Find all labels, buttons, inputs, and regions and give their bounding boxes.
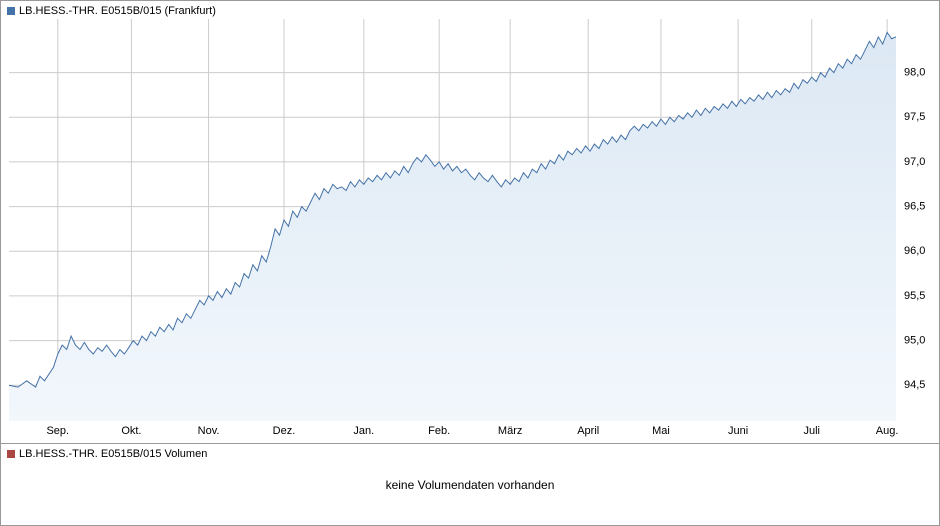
svg-text:96,5: 96,5 xyxy=(904,201,925,213)
chart-container: LB.HESS.-THR. E0515B/015 (Frankfurt) 94,… xyxy=(0,0,940,526)
volume-chart-area: LB.HESS.-THR. E0515B/015 Volumen keine V… xyxy=(1,444,939,525)
svg-text:95,0: 95,0 xyxy=(904,335,925,347)
price-chart-area: LB.HESS.-THR. E0515B/015 (Frankfurt) 94,… xyxy=(1,1,939,444)
svg-text:97,0: 97,0 xyxy=(904,156,925,168)
svg-text:März: März xyxy=(498,425,522,437)
svg-text:April: April xyxy=(577,425,599,437)
svg-text:Dez.: Dez. xyxy=(273,425,296,437)
svg-text:97,5: 97,5 xyxy=(904,111,925,123)
svg-text:Nov.: Nov. xyxy=(198,425,220,437)
svg-text:96,0: 96,0 xyxy=(904,245,925,257)
svg-text:Feb.: Feb. xyxy=(428,425,450,437)
no-volume-text: keine Volumendaten vorhanden xyxy=(1,478,939,492)
svg-text:Juni: Juni xyxy=(728,425,748,437)
price-chart-svg: 94,5 95,0 95,5 96,0 96,5 97,0 97,5 98,0 Sep. Okt.… xyxy=(1,1,939,444)
svg-text:98,0: 98,0 xyxy=(904,67,925,79)
svg-text:Mai: Mai xyxy=(652,425,670,437)
volume-legend: LB.HESS.-THR. E0515B/015 Volumen xyxy=(7,448,207,460)
svg-text:Okt.: Okt. xyxy=(121,425,141,437)
svg-text:Jan.: Jan. xyxy=(353,425,374,437)
price-legend-swatch xyxy=(7,7,15,15)
svg-text:Sep.: Sep. xyxy=(46,425,69,437)
volume-legend-swatch xyxy=(7,450,15,458)
price-legend-label: LB.HESS.-THR. E0515B/015 (Frankfurt) xyxy=(19,5,216,17)
price-legend: LB.HESS.-THR. E0515B/015 (Frankfurt) xyxy=(7,5,216,17)
svg-text:Juli: Juli xyxy=(803,425,820,437)
svg-text:Aug.: Aug. xyxy=(876,425,899,437)
svg-text:95,5: 95,5 xyxy=(904,290,925,302)
svg-text:94,5: 94,5 xyxy=(904,379,925,391)
volume-legend-label: LB.HESS.-THR. E0515B/015 Volumen xyxy=(19,448,207,460)
